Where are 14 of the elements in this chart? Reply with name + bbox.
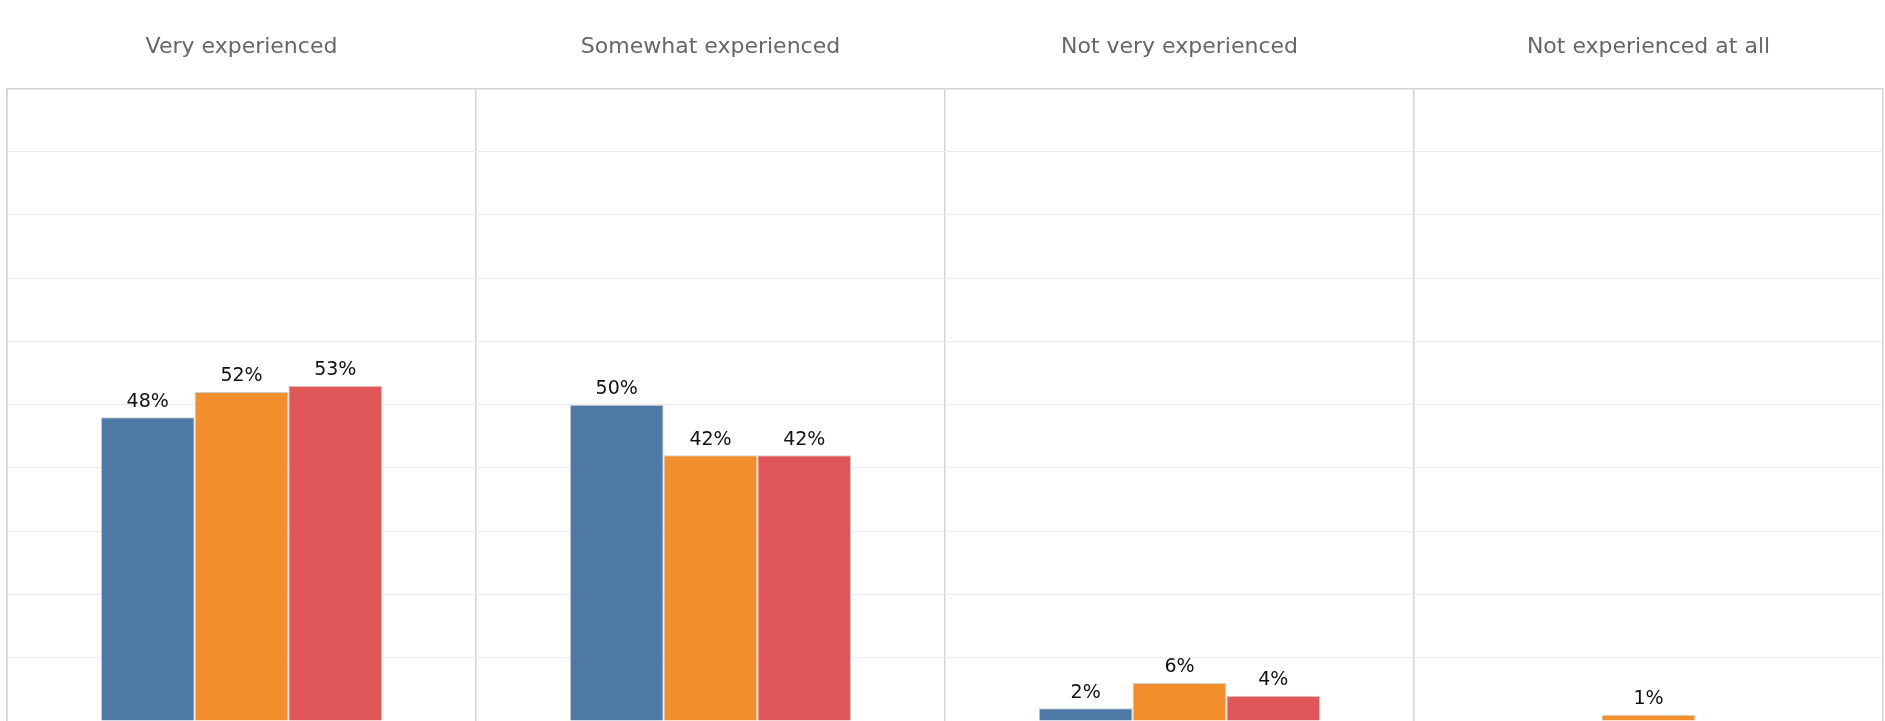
x-tick-label: Not very experienced (1060, 32, 1299, 58)
x-tick-label: Not experienced at all (1526, 32, 1771, 58)
x-tick-label: Very experienced (145, 32, 338, 58)
data-label: 1% (1633, 686, 1664, 709)
data-label: 2% (1070, 679, 1101, 702)
data-label: 50% (595, 376, 638, 399)
data-label: 42% (783, 426, 826, 449)
x-tick-label: Somewhat experienced (580, 32, 841, 58)
data-label: 42% (689, 426, 732, 449)
data-label: 52% (220, 363, 263, 386)
data-label: 6% (1164, 654, 1195, 677)
data-label: 4% (1258, 667, 1289, 690)
data-label: 53% (314, 357, 357, 380)
data-label: 48% (126, 388, 169, 411)
